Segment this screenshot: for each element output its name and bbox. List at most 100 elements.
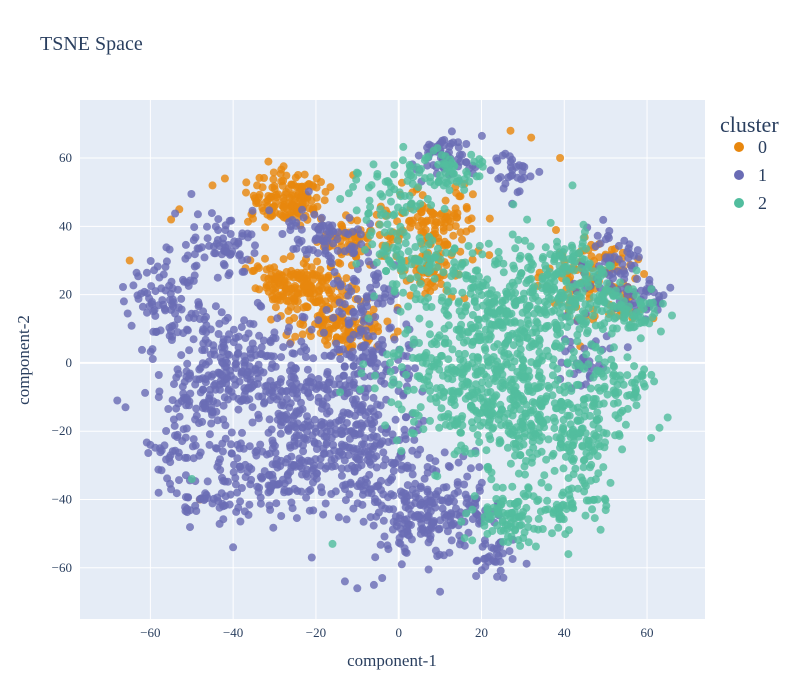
point-cluster-1 bbox=[184, 493, 193, 502]
point-cluster-1 bbox=[390, 335, 399, 344]
point-cluster-1 bbox=[191, 309, 200, 318]
point-cluster-2 bbox=[620, 316, 629, 325]
point-cluster-1 bbox=[350, 467, 359, 476]
point-cluster-1 bbox=[248, 403, 257, 412]
point-cluster-0 bbox=[302, 262, 311, 271]
point-cluster-2 bbox=[560, 245, 569, 254]
point-cluster-0 bbox=[607, 245, 616, 254]
point-cluster-2 bbox=[473, 266, 482, 275]
point-cluster-2 bbox=[470, 297, 479, 306]
point-cluster-1 bbox=[290, 349, 299, 358]
point-cluster-2 bbox=[577, 294, 586, 303]
point-cluster-1 bbox=[345, 213, 354, 222]
point-cluster-2 bbox=[623, 371, 632, 380]
point-cluster-1 bbox=[248, 206, 257, 215]
point-cluster-0 bbox=[264, 274, 273, 283]
point-cluster-2 bbox=[386, 367, 395, 376]
point-cluster-1 bbox=[397, 452, 406, 461]
point-cluster-1 bbox=[400, 497, 409, 506]
point-cluster-1 bbox=[367, 359, 376, 368]
point-cluster-1 bbox=[604, 234, 613, 242]
point-cluster-1 bbox=[244, 510, 253, 519]
legend[interactable]: cluster 0 1 2 bbox=[720, 112, 779, 213]
point-cluster-2 bbox=[609, 301, 618, 310]
point-cluster-1 bbox=[192, 375, 201, 384]
point-cluster-1 bbox=[284, 327, 292, 336]
point-cluster-1 bbox=[146, 257, 155, 265]
point-cluster-2 bbox=[598, 325, 607, 334]
point-cluster-1 bbox=[292, 364, 300, 373]
point-cluster-2 bbox=[392, 436, 401, 445]
point-cluster-2 bbox=[529, 427, 538, 436]
point-cluster-2 bbox=[647, 434, 656, 442]
point-cluster-0 bbox=[284, 307, 293, 315]
point-cluster-1 bbox=[406, 501, 415, 510]
point-cluster-0 bbox=[260, 174, 268, 182]
point-cluster-1 bbox=[303, 435, 312, 444]
point-cluster-1 bbox=[618, 260, 627, 269]
point-cluster-0 bbox=[277, 177, 286, 186]
point-cluster-0 bbox=[268, 183, 277, 192]
point-cluster-2 bbox=[475, 438, 484, 447]
point-cluster-2 bbox=[361, 245, 369, 254]
point-cluster-2 bbox=[619, 297, 628, 306]
point-cluster-1 bbox=[297, 337, 306, 346]
point-cluster-1 bbox=[298, 205, 307, 214]
point-cluster-2 bbox=[541, 397, 550, 406]
point-cluster-1 bbox=[245, 442, 254, 451]
legend-label-0[interactable]: 0 bbox=[758, 137, 767, 157]
point-cluster-1 bbox=[307, 325, 316, 334]
point-cluster-1 bbox=[236, 517, 245, 526]
point-cluster-1 bbox=[317, 483, 326, 492]
point-cluster-1 bbox=[189, 435, 198, 444]
point-cluster-2 bbox=[598, 307, 606, 316]
point-cluster-1 bbox=[314, 316, 323, 325]
point-cluster-1 bbox=[319, 328, 328, 337]
point-cluster-2 bbox=[558, 302, 567, 311]
point-cluster-2 bbox=[372, 258, 381, 267]
point-cluster-2 bbox=[432, 384, 441, 393]
point-cluster-0 bbox=[286, 252, 295, 261]
point-cluster-1 bbox=[243, 255, 252, 264]
point-cluster-0 bbox=[244, 217, 252, 226]
point-cluster-2 bbox=[370, 384, 379, 393]
point-cluster-2 bbox=[557, 313, 566, 322]
y-tick-label: 40 bbox=[59, 218, 72, 233]
point-cluster-2 bbox=[546, 218, 555, 227]
point-cluster-2 bbox=[525, 343, 534, 352]
point-cluster-2 bbox=[574, 417, 582, 425]
point-cluster-2 bbox=[480, 314, 489, 323]
point-cluster-1 bbox=[254, 410, 263, 419]
point-cluster-2 bbox=[398, 271, 407, 280]
point-cluster-2 bbox=[431, 471, 440, 480]
point-cluster-1 bbox=[310, 415, 319, 424]
point-cluster-2 bbox=[550, 257, 559, 266]
point-cluster-1 bbox=[378, 437, 387, 446]
point-cluster-0 bbox=[276, 210, 285, 219]
point-cluster-0 bbox=[303, 271, 312, 279]
legend-label-2[interactable]: 2 bbox=[758, 193, 767, 213]
point-cluster-1 bbox=[260, 398, 269, 407]
point-cluster-1 bbox=[207, 209, 216, 218]
point-cluster-2 bbox=[513, 349, 522, 358]
legend-label-1[interactable]: 1 bbox=[758, 165, 767, 185]
point-cluster-2 bbox=[591, 343, 600, 352]
point-cluster-2 bbox=[381, 421, 390, 430]
point-cluster-1 bbox=[384, 545, 393, 554]
point-cluster-1 bbox=[423, 529, 432, 538]
point-cluster-2 bbox=[364, 209, 373, 218]
point-cluster-2 bbox=[481, 281, 490, 290]
point-cluster-2 bbox=[506, 429, 515, 438]
point-cluster-1 bbox=[508, 555, 517, 563]
point-cluster-1 bbox=[279, 343, 288, 352]
point-cluster-1 bbox=[295, 454, 304, 463]
point-cluster-1 bbox=[235, 377, 244, 386]
point-cluster-0 bbox=[289, 273, 298, 282]
point-cluster-1 bbox=[211, 302, 220, 311]
point-cluster-2 bbox=[455, 307, 464, 316]
point-cluster-1 bbox=[234, 343, 243, 352]
point-cluster-2 bbox=[551, 318, 560, 327]
point-cluster-2 bbox=[561, 337, 570, 346]
point-cluster-2 bbox=[543, 496, 552, 505]
point-cluster-1 bbox=[297, 398, 305, 407]
